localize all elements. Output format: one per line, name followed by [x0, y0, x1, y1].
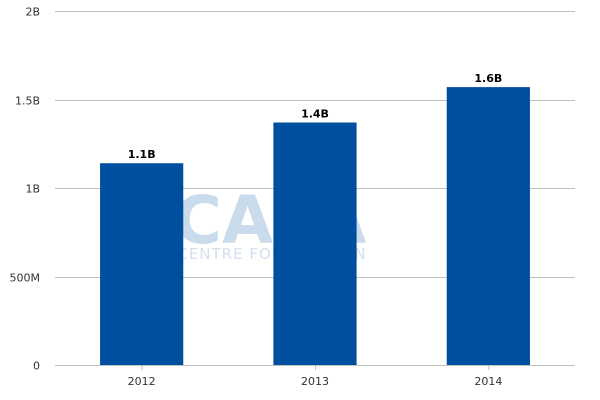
data-label-2012: 1.1B	[128, 148, 156, 161]
bar-2013	[273, 122, 357, 365]
bars	[100, 87, 530, 366]
y-tick-label: 1.5B	[15, 95, 40, 108]
x-tick-label-2013: 2013	[301, 375, 329, 388]
x-axis: 2012 2013 2014	[128, 365, 502, 388]
bar-2014	[446, 87, 530, 366]
y-tick-label: 1B	[25, 183, 40, 196]
x-tick-label-2012: 2012	[128, 375, 156, 388]
y-tick-label: 2B	[25, 6, 40, 19]
bar-2012	[100, 163, 184, 365]
y-tick-label: 500M	[10, 272, 41, 285]
data-labels: 1.1B 1.4B 1.6B	[128, 72, 503, 161]
x-tick-label-2014: 2014	[474, 375, 502, 388]
y-axis: 0 500M 1B 1.5B 2B	[10, 6, 41, 373]
data-label-2014: 1.6B	[474, 72, 502, 85]
y-tick-label: 0	[33, 360, 40, 373]
data-label-2013: 1.4B	[301, 108, 329, 121]
